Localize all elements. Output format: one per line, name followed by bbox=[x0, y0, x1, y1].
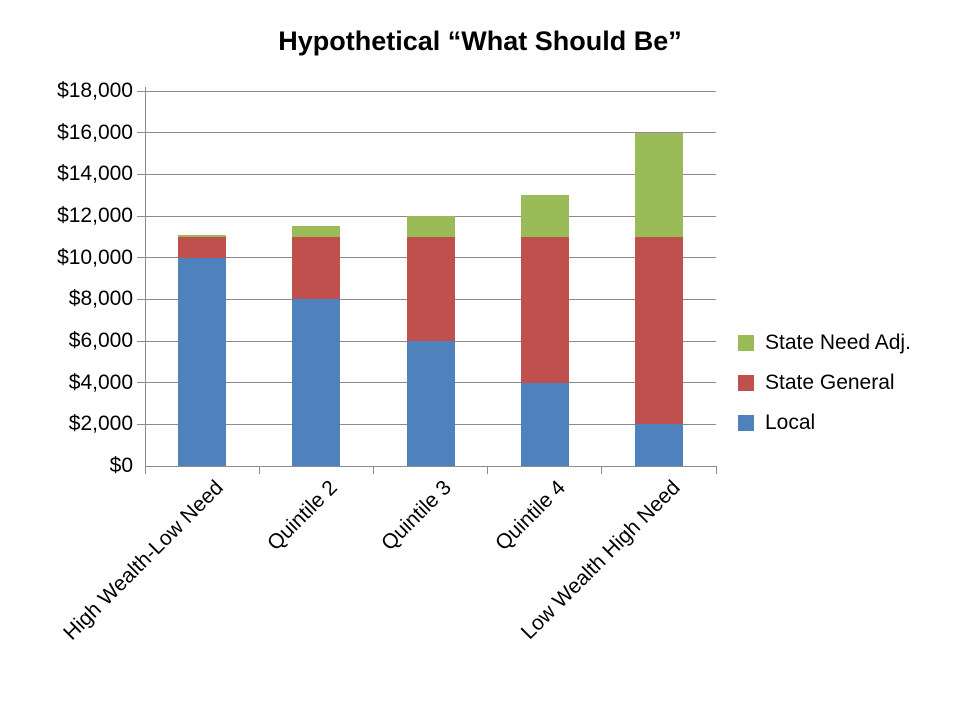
bar-segment-state-general bbox=[406, 236, 455, 341]
gridline bbox=[145, 132, 716, 134]
bar-segment-state-general bbox=[292, 236, 341, 300]
y-axis-tick bbox=[137, 173, 145, 175]
x-axis-tick bbox=[144, 467, 146, 474]
y-axis-tick bbox=[137, 423, 145, 425]
bar-segment-state-general bbox=[178, 236, 227, 258]
x-axis-label: Quintile 3 bbox=[376, 476, 456, 555]
y-axis-tick bbox=[137, 340, 145, 342]
bar-segment-local bbox=[292, 299, 341, 466]
chart-title: Hypothetical “What Should Be” bbox=[278, 26, 682, 56]
y-axis-label: $2,000 bbox=[68, 412, 133, 436]
bar-segment-state-general bbox=[520, 236, 569, 383]
y-axis-label: $10,000 bbox=[57, 245, 133, 269]
x-axis-line bbox=[145, 466, 717, 467]
legend-swatch bbox=[738, 375, 754, 391]
y-axis-label: $6,000 bbox=[68, 329, 133, 352]
y-axis-label: $0 bbox=[109, 454, 133, 477]
bar-segment-state-need-adj- bbox=[178, 234, 227, 237]
x-axis-tick bbox=[258, 467, 260, 474]
y-axis-tick bbox=[137, 90, 145, 92]
y-axis-tick bbox=[137, 298, 145, 300]
legend-swatch bbox=[738, 415, 754, 431]
legend-label: Local bbox=[765, 411, 816, 434]
legend: State Need Adj. State General Local bbox=[738, 323, 911, 443]
y-axis-label: $12,000 bbox=[57, 204, 133, 227]
legend-label: State Need Adj. bbox=[765, 331, 911, 354]
x-axis-label: Quintile 4 bbox=[490, 476, 570, 555]
x-axis-tick bbox=[715, 467, 717, 474]
y-axis-label: $14,000 bbox=[57, 162, 133, 186]
y-axis-line bbox=[145, 87, 146, 474]
gridline bbox=[145, 90, 716, 92]
y-axis-label: $8,000 bbox=[68, 287, 133, 311]
legend-item: Local bbox=[738, 403, 911, 443]
bar-segment-state-need-adj- bbox=[292, 226, 341, 237]
bar-segment-local bbox=[178, 257, 227, 466]
x-axis-label: High Wealth-Low Need bbox=[58, 476, 228, 645]
y-axis-tick bbox=[137, 257, 145, 259]
bar-segment-state-need-adj- bbox=[634, 132, 683, 237]
legend-item: State Need Adj. bbox=[738, 323, 911, 363]
bar-segment-state-general bbox=[634, 236, 683, 425]
legend-swatch bbox=[738, 335, 754, 351]
bar-segment-local bbox=[520, 382, 569, 466]
y-axis-tick bbox=[137, 132, 145, 134]
y-axis-label: $18,000 bbox=[57, 79, 133, 102]
bar-segment-state-need-adj- bbox=[406, 216, 455, 237]
y-axis-tick bbox=[137, 382, 145, 384]
x-axis-tick bbox=[487, 467, 489, 474]
legend-label: State General bbox=[765, 371, 895, 394]
y-axis-label: $16,000 bbox=[57, 120, 133, 144]
x-axis-label: Low Wealth High Need bbox=[516, 476, 685, 644]
legend-item: State General bbox=[738, 363, 911, 403]
gridline bbox=[145, 173, 716, 175]
bar-segment-local bbox=[406, 341, 455, 466]
x-axis-tick bbox=[601, 467, 603, 474]
bar-segment-state-need-adj- bbox=[520, 195, 569, 237]
bar-segment-local bbox=[634, 424, 683, 466]
plot-area bbox=[137, 87, 717, 474]
y-axis-label: $4,000 bbox=[68, 370, 133, 394]
y-axis-tick bbox=[137, 215, 145, 217]
x-axis-label: Quintile 2 bbox=[262, 476, 342, 555]
x-axis-tick bbox=[372, 467, 374, 474]
